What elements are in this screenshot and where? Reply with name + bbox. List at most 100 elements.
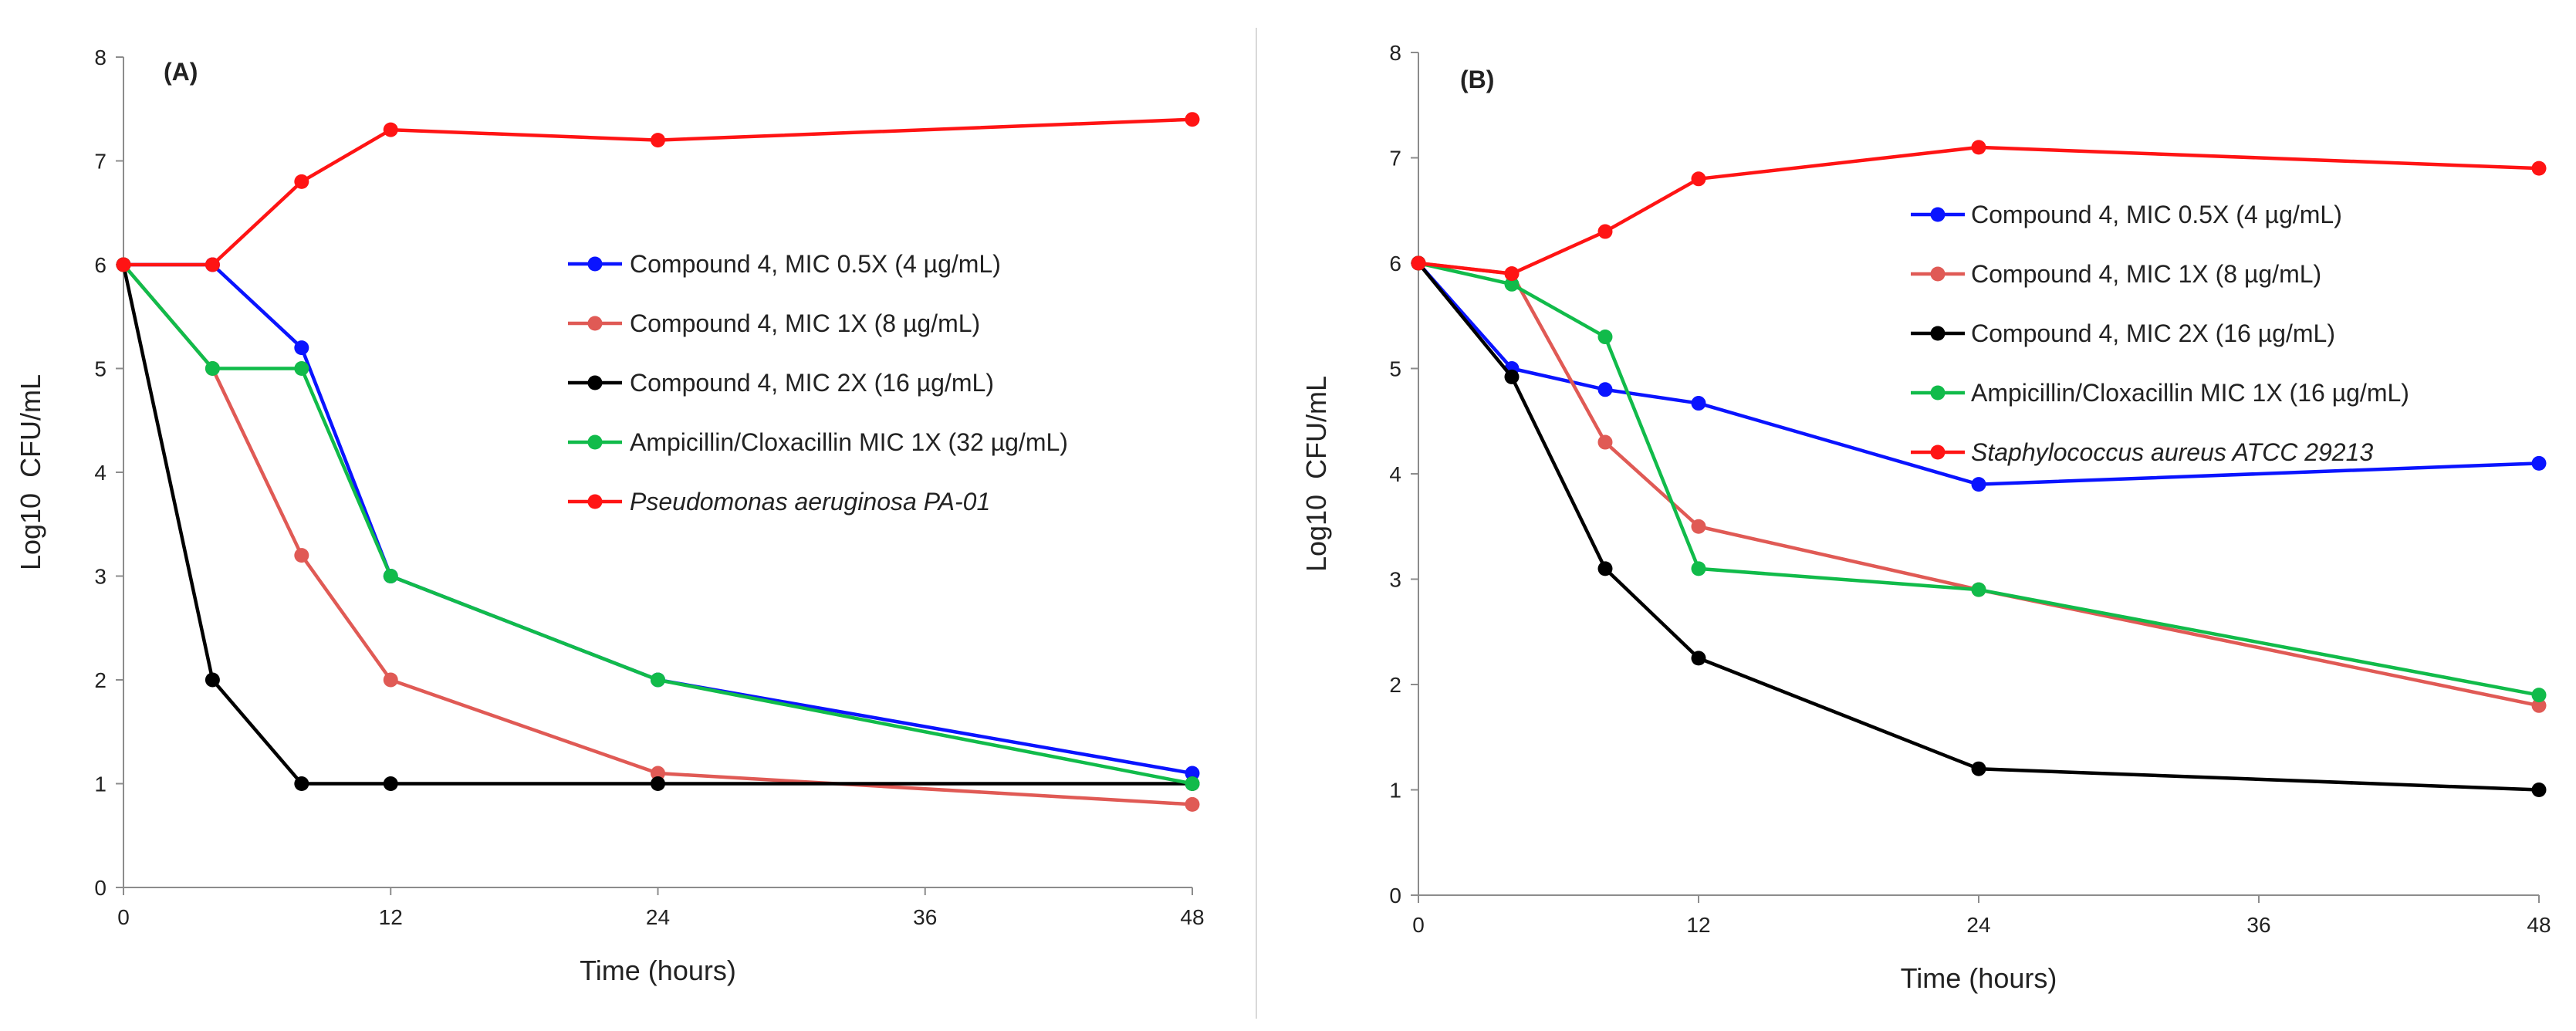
data-point xyxy=(205,361,220,376)
y-tick-label: 7 xyxy=(94,150,106,174)
panel-label: (B) xyxy=(1460,66,1494,93)
data-point xyxy=(383,122,398,137)
panel-label: (A) xyxy=(164,58,198,86)
series-line xyxy=(1417,262,2540,792)
legend-marker xyxy=(587,375,603,390)
data-point xyxy=(1597,382,1613,397)
legend-label: Compound 4, MIC 2X (16 µg/mL) xyxy=(630,369,994,397)
series-line xyxy=(123,117,1193,267)
y-tick-label: 2 xyxy=(94,668,106,692)
data-point xyxy=(1597,561,1613,576)
series-line xyxy=(121,264,1192,786)
data-point xyxy=(294,361,309,376)
data-point xyxy=(2531,455,2547,471)
legend-label: Compound 4, MIC 0.5X (4 µg/mL) xyxy=(630,250,1001,278)
data-point xyxy=(1597,330,1613,345)
y-tick-label: 4 xyxy=(94,461,106,485)
x-tick-label: 48 xyxy=(2527,913,2551,937)
data-point xyxy=(383,569,398,583)
data-point xyxy=(1691,561,1706,576)
legend-marker xyxy=(587,494,603,509)
legend: Compound 4, MIC 0.5X (4 µg/mL) Compound 4… xyxy=(568,250,1068,516)
series-line xyxy=(1418,145,2540,275)
data-point xyxy=(1691,171,1706,187)
y-tick-label: 0 xyxy=(1389,884,1401,908)
data-point xyxy=(205,257,220,272)
data-point xyxy=(116,257,131,272)
series-line xyxy=(1417,262,2540,486)
data-point xyxy=(1971,140,1986,155)
y-tick-label: 8 xyxy=(94,46,106,69)
data-point xyxy=(1504,369,1520,384)
data-point xyxy=(1971,582,1986,597)
x-tick-label: 0 xyxy=(1412,913,1425,937)
data-point xyxy=(1597,434,1613,450)
legend-marker xyxy=(1930,266,1946,282)
y-tick-label: 6 xyxy=(94,253,106,277)
data-point xyxy=(205,672,220,688)
data-point xyxy=(1691,519,1706,534)
data-point xyxy=(2531,161,2547,176)
x-tick-label: 12 xyxy=(379,905,403,929)
x-tick-label: 36 xyxy=(913,905,937,929)
legend-label: Compound 4, MIC 2X (16 µg/mL) xyxy=(1971,319,2335,347)
legend-label: Compound 4, MIC 1X (8 µg/mL) xyxy=(630,309,980,337)
data-point xyxy=(1504,276,1520,292)
data-point xyxy=(1185,796,1200,812)
y-axis-label: Log10 CFU/mL xyxy=(15,374,46,570)
y-tick-label: 8 xyxy=(1389,41,1401,65)
y-tick-label: 5 xyxy=(94,357,106,381)
data-point xyxy=(1185,766,1200,781)
y-tick-label: 0 xyxy=(94,876,106,900)
legend-label: Staphylococcus aureus ATCC 29213 xyxy=(1971,438,2373,466)
x-axis-label: Time (hours) xyxy=(580,955,736,986)
legend-marker xyxy=(587,256,603,272)
legend-marker xyxy=(1930,385,1946,401)
y-tick-label: 4 xyxy=(1389,462,1401,486)
data-point xyxy=(651,672,665,688)
series-line xyxy=(122,263,1193,806)
data-point xyxy=(383,672,398,688)
x-axis-label: Time (hours) xyxy=(1901,962,2057,994)
data-point xyxy=(1597,224,1613,239)
series-line xyxy=(122,263,1193,786)
legend-marker xyxy=(587,434,603,450)
x-tick-label: 36 xyxy=(2246,913,2270,937)
y-axis-label: Log10 CFU/mL xyxy=(1300,376,1332,572)
y-tick-label: 5 xyxy=(1389,357,1401,381)
data-point xyxy=(2531,698,2547,713)
x-tick-label: 48 xyxy=(1180,905,1204,929)
data-point xyxy=(1691,396,1706,411)
data-point xyxy=(1185,112,1200,127)
series-line xyxy=(1418,261,2540,697)
data-point xyxy=(651,776,665,791)
data-point xyxy=(1504,266,1520,282)
data-point xyxy=(1971,477,1986,492)
legend-label: Compound 4, MIC 0.5X (4 µg/mL) xyxy=(1971,201,2342,228)
legend-label: Pseudomonas aeruginosa PA-01 xyxy=(630,488,990,516)
data-point xyxy=(1691,651,1706,666)
data-point xyxy=(294,340,309,356)
y-tick-label: 1 xyxy=(94,772,106,796)
legend-marker xyxy=(587,316,603,331)
y-tick-label: 6 xyxy=(1389,252,1401,275)
x-tick-label: 12 xyxy=(1686,913,1710,937)
legend: Compound 4, MIC 0.5X (4 µg/mL) Compound 4… xyxy=(1911,201,2409,466)
y-tick-label: 3 xyxy=(94,565,106,589)
x-tick-label: 24 xyxy=(1966,913,1990,937)
data-point xyxy=(651,133,665,148)
y-tick-label: 1 xyxy=(1389,779,1401,803)
data-point xyxy=(294,776,309,791)
legend-label: Ampicillin/Cloxacillin MIC 1X (32 µg/mL) xyxy=(630,428,1068,456)
data-point xyxy=(2531,783,2547,797)
legend-label: Compound 4, MIC 1X (8 µg/mL) xyxy=(1971,260,2321,288)
data-point xyxy=(1971,761,1986,776)
legend-label: Ampicillin/Cloxacillin MIC 1X (16 µg/mL) xyxy=(1971,379,2409,407)
data-point xyxy=(383,776,398,791)
data-point xyxy=(1185,776,1200,791)
data-point xyxy=(651,766,665,781)
legend-marker xyxy=(1930,326,1946,341)
